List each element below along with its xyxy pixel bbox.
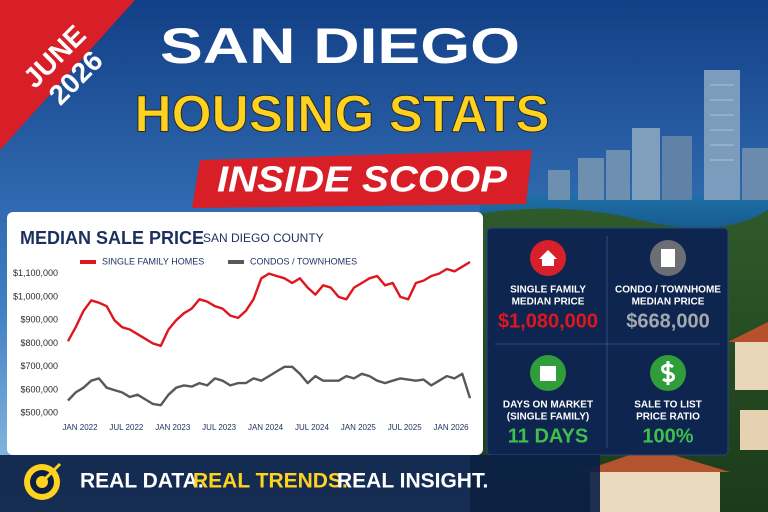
stat-value: 100% [642, 425, 693, 447]
stat-label: (SINGLE FAMILY) [507, 412, 589, 423]
x-tick-label: JUL 2022 [109, 423, 144, 432]
x-tick-label: JAN 2025 [341, 423, 377, 432]
footer-phrase: REAL TRENDS. [193, 470, 348, 493]
series-line [67, 365, 472, 407]
stat-value: $668,000 [626, 310, 709, 332]
houses [580, 322, 768, 512]
x-tick-label: JUL 2023 [202, 423, 237, 432]
stat-value: $1,080,000 [498, 310, 598, 332]
stat-label: SALE TO LIST [634, 400, 702, 411]
series-line [66, 260, 471, 347]
stat-label: SINGLE FAMILY [510, 285, 586, 296]
tower-windows [710, 84, 734, 161]
x-tick-label: JAN 2022 [62, 423, 98, 432]
footer-phrase: REAL DATA. [80, 470, 204, 493]
y-tick-label: $600,000 [20, 384, 58, 394]
stat-glyph [661, 249, 675, 267]
stat-glyph [539, 250, 557, 266]
stat-label: DAYS ON MARKET [503, 400, 593, 411]
y-tick-label: $900,000 [20, 315, 58, 325]
stat-glyph [540, 366, 556, 381]
line-chart: $500,000 $600,000 $700,000 $800,000 $900,000… [13, 256, 472, 432]
y-tick-label: $800,000 [20, 338, 58, 348]
y-tick-label: $500,000 [20, 408, 58, 418]
x-tick-label: JAN 2024 [248, 423, 284, 432]
title-line: HOUSING STATS [135, 86, 550, 144]
stat-label: CONDO / TOWNHOME [615, 285, 721, 296]
footer-slogan: REAL DATA.REAL TRENDS.REAL INSIGHT. [80, 470, 488, 493]
x-tick-label: JUL 2025 [388, 423, 423, 432]
x-tick-label: JAN 2026 [434, 423, 470, 432]
chart-panel [7, 212, 483, 455]
legend-label: CONDOS / TOWNHOMES [250, 256, 357, 266]
skyline [548, 70, 768, 200]
stat-label: MEDIAN PRICE [632, 297, 705, 308]
tagline-ribbon [192, 150, 532, 208]
x-tick-label: JUL 2024 [295, 423, 330, 432]
date-banner [0, 0, 135, 150]
tagline: INSIDE SCOOP [217, 159, 508, 200]
chart-subtitle: SAN DIEGO COUNTY [203, 231, 324, 245]
chart-title: MEDIAN SALE PRICE [20, 228, 204, 248]
title-line: SAN DIEGO [160, 18, 520, 74]
footer-bar [0, 455, 600, 512]
stat-glyph [661, 361, 675, 385]
legend-label: SINGLE FAMILY HOMES [102, 256, 204, 266]
y-tick-label: $1,000,000 [13, 291, 58, 301]
footer-phrase: REAL INSIGHT. [337, 470, 488, 493]
x-tick-label: JAN 2023 [155, 423, 191, 432]
target-icon [24, 462, 62, 500]
y-tick-label: $700,000 [20, 361, 58, 371]
y-tick-label: $1,100,000 [13, 268, 58, 278]
stat-label: MEDIAN PRICE [512, 297, 585, 308]
stat-value: 11 DAYS [508, 425, 588, 447]
stat-label: PRICE RATIO [636, 412, 700, 423]
